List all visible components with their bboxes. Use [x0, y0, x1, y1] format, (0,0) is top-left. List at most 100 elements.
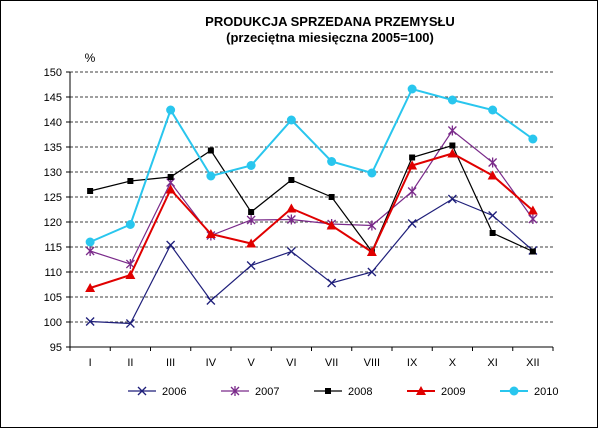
legend-label: 2009: [441, 386, 465, 398]
y-tick-label: 135: [44, 142, 62, 154]
data-point: [127, 178, 134, 184]
legend-label: 2007: [255, 386, 279, 398]
data-point: [246, 238, 257, 248]
data-point: [85, 246, 95, 256]
y-tick-label: 105: [44, 292, 62, 304]
legend-label: 2006: [162, 386, 186, 398]
y-axis-unit-label: %: [85, 51, 96, 65]
data-point: [167, 174, 174, 180]
data-point: [166, 240, 176, 250]
legend-item-2010: 2010: [500, 386, 558, 398]
data-point: [205, 229, 216, 238]
x-tick-label: II: [127, 357, 133, 369]
data-point: [407, 219, 417, 228]
data-point: [489, 230, 496, 236]
y-tick-label: 110: [44, 267, 62, 279]
data-point: [125, 259, 135, 269]
legend-item-2009: 2009: [407, 386, 465, 398]
series-line: [89, 129, 534, 265]
y-tick-label: 145: [44, 92, 62, 104]
data-point: [85, 317, 95, 326]
data-point: [409, 154, 416, 161]
series-line: [89, 152, 534, 289]
chart-title: PRODUKCJA SPRZEDANA PRZEMYSŁU: [205, 14, 455, 29]
data-point: [166, 105, 176, 115]
axes: [66, 71, 554, 351]
data-point: [407, 84, 417, 94]
data-point: [327, 157, 337, 166]
data-point: [447, 148, 458, 158]
data-point: [207, 147, 214, 154]
data-point: [125, 319, 135, 328]
y-tick-label: 140: [44, 117, 62, 129]
x-tick-label: VII: [325, 357, 338, 369]
data-point: [125, 270, 136, 279]
y-tick-labels: 95 100 105 110 115 120 125 130 135 140 145 150: [44, 67, 62, 354]
data-point: [367, 267, 377, 277]
y-tick-label: 100: [44, 317, 62, 329]
data-point: [527, 205, 538, 215]
x-tick-label: XII: [526, 357, 539, 369]
data-point: [447, 194, 457, 204]
data-point: [206, 296, 216, 305]
legend-marker: [230, 386, 240, 396]
data-point: [286, 115, 296, 125]
data-point: [206, 171, 216, 181]
x-tick-label: IV: [206, 357, 217, 369]
series-line: [90, 198, 534, 325]
legend-marker: [416, 386, 426, 395]
x-tick-label: I: [89, 357, 92, 369]
legend-label: 2008: [348, 386, 372, 398]
x-tick-label: X: [449, 357, 457, 369]
series-lines: [85, 84, 538, 328]
data-point: [407, 160, 418, 170]
data-point: [246, 161, 256, 170]
series-2006: [85, 194, 538, 328]
series-2008: [87, 142, 536, 255]
data-point: [529, 248, 536, 255]
y-tick-label: 150: [44, 67, 62, 79]
data-point: [528, 134, 538, 144]
data-point: [407, 186, 417, 197]
data-point: [367, 168, 377, 178]
data-point: [488, 211, 498, 220]
data-point: [449, 142, 456, 149]
data-point: [327, 278, 337, 288]
legend-item-2008: 2008: [314, 386, 372, 398]
data-point: [488, 157, 498, 168]
x-tick-label: III: [166, 357, 175, 369]
data-point: [487, 170, 498, 180]
x-tick-label: VI: [286, 357, 296, 369]
x-tick-label: V: [247, 357, 255, 369]
data-point: [85, 283, 96, 292]
data-point: [246, 261, 256, 270]
series-line: [89, 144, 534, 253]
series-2010: [85, 84, 538, 247]
data-point: [87, 188, 94, 194]
y-tick-label: 115: [44, 242, 62, 254]
data-point: [326, 220, 337, 230]
x-tick-labels: I II III IV V VI VII VIII IX X XI XII: [89, 357, 540, 369]
data-point: [85, 237, 95, 247]
data-point: [125, 220, 135, 229]
data-point: [447, 125, 457, 136]
legend-marker: [137, 386, 147, 396]
legend-item-2007: 2007: [221, 386, 279, 398]
gridlines: [70, 71, 553, 323]
data-point: [286, 247, 296, 256]
series-line: [89, 87, 534, 243]
legend-marker: [325, 388, 331, 394]
data-point: [165, 184, 176, 194]
x-tick-label: VIII: [364, 357, 381, 369]
legend-label: 2010: [534, 386, 558, 398]
y-tick-label: 95: [50, 342, 62, 354]
data-point: [246, 215, 256, 225]
data-point: [447, 95, 457, 105]
data-point: [328, 194, 335, 200]
y-tick-label: 130: [44, 167, 62, 179]
data-point: [488, 105, 498, 115]
data-point: [367, 220, 377, 231]
data-point: [288, 177, 295, 183]
